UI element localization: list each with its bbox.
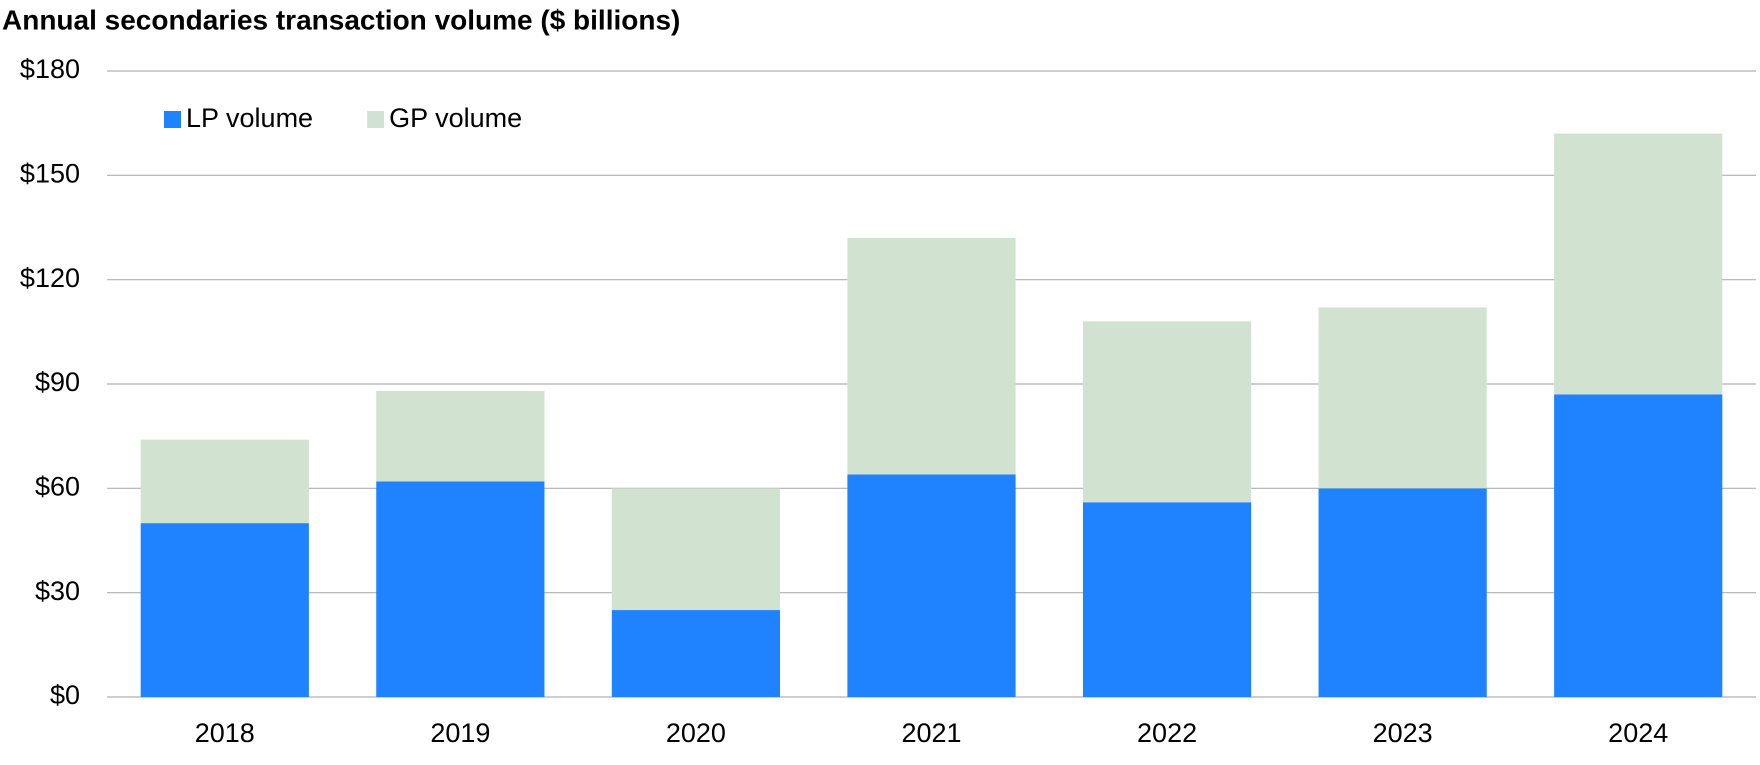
bar-segment [847, 474, 1016, 697]
x-tick-label: 2022 [1137, 718, 1197, 748]
bar-segment [611, 488, 781, 611]
bar-segment [1082, 321, 1252, 503]
x-tick-label: 2023 [1373, 718, 1433, 748]
y-tick-label: $0 [50, 680, 80, 710]
x-tick-label: 2019 [430, 718, 490, 748]
y-tick-label: $180 [20, 54, 80, 84]
bar-segment [1082, 502, 1252, 697]
bar-segment [140, 523, 309, 697]
y-tick-label: $150 [20, 158, 80, 188]
y-tick-label: $60 [35, 471, 80, 501]
x-tick-label: 2018 [195, 718, 255, 748]
legend-swatch [367, 111, 385, 128]
bar-segment [611, 610, 781, 697]
y-tick-label: $90 [35, 367, 80, 397]
x-tick-label: 2024 [1608, 718, 1668, 748]
bar-segment [376, 390, 545, 482]
bar-segment [847, 237, 1016, 475]
x-tick-label: 2020 [666, 718, 726, 748]
legend-swatch [164, 111, 181, 128]
chart-title: Annual secondaries transaction volume ($… [2, 4, 680, 35]
bar-segment [376, 481, 545, 697]
bar-segment [140, 439, 309, 524]
y-tick-label: $120 [20, 263, 80, 293]
bar-segment [1554, 394, 1723, 697]
legend-label: GP volume [389, 103, 522, 133]
bar-segment [1318, 307, 1487, 489]
legend-label: LP volume [186, 103, 313, 133]
x-tick-label: 2021 [901, 718, 961, 748]
bar-segment [1318, 488, 1487, 697]
y-tick-label: $30 [35, 576, 80, 606]
bar-segment [1554, 133, 1723, 395]
